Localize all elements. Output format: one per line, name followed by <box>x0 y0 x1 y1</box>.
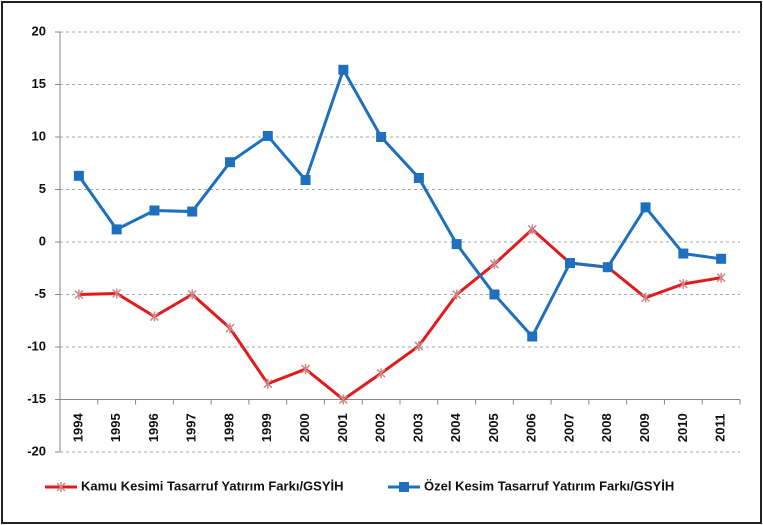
x-tick-label: 2007 <box>561 413 576 442</box>
marker <box>678 279 688 289</box>
marker <box>451 239 462 250</box>
marker <box>187 289 197 300</box>
marker <box>338 394 348 405</box>
marker <box>716 272 726 283</box>
x-tick-label: 2002 <box>373 413 388 442</box>
series-line <box>78 227 722 402</box>
x-tick-label: 2000 <box>297 413 312 442</box>
marker <box>301 364 311 375</box>
x-tick-label: 2008 <box>599 413 614 442</box>
y-tick-label: -5 <box>34 286 46 301</box>
series-line <box>77 66 722 340</box>
x-tick-label: 2010 <box>675 413 690 442</box>
marker <box>602 262 613 273</box>
marker <box>489 289 500 300</box>
y-tick-label: 15 <box>32 76 46 91</box>
marker <box>678 248 689 259</box>
x-tick-label: 1998 <box>221 413 236 442</box>
y-tick-label: -15 <box>27 391 46 406</box>
y-tick-label: 5 <box>39 181 46 196</box>
marker <box>413 172 424 183</box>
x-tick-label: 2006 <box>524 413 539 442</box>
marker <box>149 205 160 216</box>
x-tick-label: 1994 <box>70 413 85 443</box>
x-tick-label: 2004 <box>448 413 463 443</box>
y-tick-label: 20 <box>32 23 46 38</box>
x-tick-label: 1996 <box>146 413 161 442</box>
marker <box>452 289 462 300</box>
marker <box>300 175 311 186</box>
y-tick-label: -10 <box>27 338 46 353</box>
marker <box>640 202 651 213</box>
marker <box>489 259 499 270</box>
x-tick-label: 2003 <box>410 413 425 442</box>
marker <box>565 258 575 268</box>
legend-marker <box>56 482 66 492</box>
marker <box>262 130 273 141</box>
legend-label: Özel Kesim Tasarruf Yatırım Farkı/GSYİH <box>424 478 674 493</box>
x-tick-label: 2011 <box>713 414 728 442</box>
x-tick-label: 2001 <box>335 413 350 442</box>
marker <box>376 132 387 142</box>
y-tick-label: 0 <box>39 233 46 248</box>
marker <box>376 368 386 379</box>
marker <box>74 289 84 300</box>
marker <box>149 311 159 322</box>
marker <box>641 292 651 303</box>
x-tick-label: 1999 <box>259 413 274 442</box>
x-tick-label: 1995 <box>108 413 123 442</box>
marker <box>225 157 235 168</box>
marker <box>73 170 84 181</box>
marker <box>225 323 235 334</box>
x-tick-label: 2009 <box>637 413 652 442</box>
marker <box>112 288 122 299</box>
y-tick-label: 10 <box>32 128 46 143</box>
marker <box>338 64 349 75</box>
marker <box>414 340 424 351</box>
legend-marker <box>399 482 409 492</box>
marker <box>716 253 727 264</box>
legend-label: Kamu Kesimi Tasarruf Yatırım Farkı/GSYİH <box>81 478 344 493</box>
marker <box>527 224 537 235</box>
x-tick-label: 2005 <box>486 413 501 442</box>
x-tick-label: 1997 <box>184 413 199 442</box>
marker <box>527 331 538 342</box>
marker <box>263 378 273 389</box>
marker <box>111 224 122 235</box>
y-tick-label: -20 <box>27 443 46 458</box>
marker <box>187 206 198 217</box>
